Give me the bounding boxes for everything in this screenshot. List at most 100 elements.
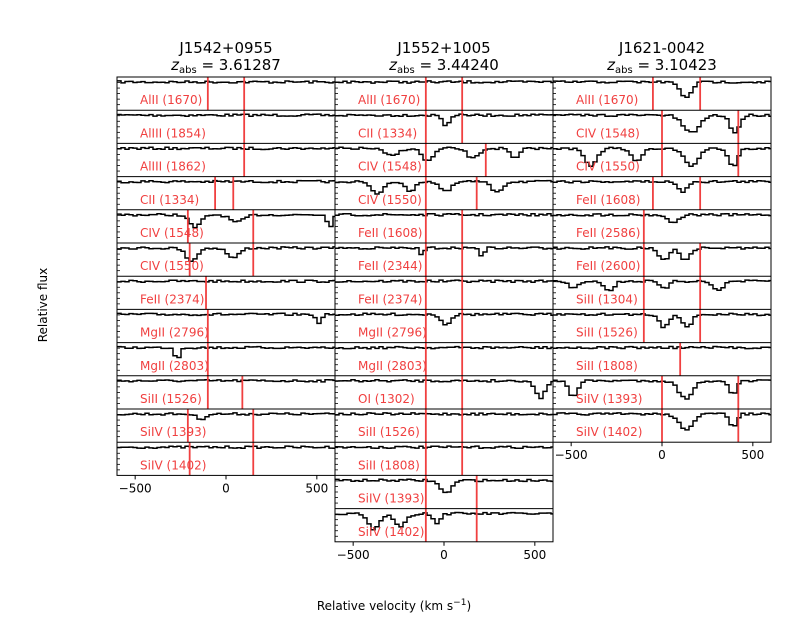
ion-panel: MgII (2803) <box>117 342 335 376</box>
spectrum-line <box>335 378 553 400</box>
spectrum-line <box>553 345 771 350</box>
x-tick-label: 0 <box>222 481 230 495</box>
ion-panel: CII (1334) <box>117 176 335 210</box>
ion-label: SiII (1304) <box>576 292 638 306</box>
spectrum-line <box>335 246 553 257</box>
ion-label: FeII (1608) <box>358 226 422 240</box>
ion-panel: AlIII (1862) <box>117 142 335 177</box>
x-tick-label: −500 <box>555 448 588 462</box>
ion-panel: AlII (1670) <box>335 77 553 111</box>
ion-label: CIV (1548) <box>140 226 204 240</box>
ion-label: MgII (2803) <box>140 359 209 373</box>
spectrum-line <box>117 345 335 359</box>
ion-label: AlII (1670) <box>576 93 638 107</box>
ion-label: FeII (1608) <box>576 193 640 207</box>
ion-label: FeII (2374) <box>140 292 204 306</box>
ion-label: CIV (1550) <box>140 259 204 273</box>
ion-label: AlII (1670) <box>358 93 420 107</box>
ion-label: SiIV (1393) <box>576 392 642 406</box>
ion-panel: CIV (1550) <box>117 242 335 277</box>
ion-label: CIV (1548) <box>358 160 422 174</box>
ion-label: CII (1334) <box>140 193 199 207</box>
spectrum-line <box>335 212 553 217</box>
spectrum-line <box>335 511 553 531</box>
spectrum-line <box>117 146 335 151</box>
x-tick-label: −500 <box>119 481 152 495</box>
ion-panel: AlIII (1854) <box>117 109 335 144</box>
ion-label: SiIV (1402) <box>576 425 642 439</box>
spectrum-line <box>117 412 335 421</box>
x-tick-label: 0 <box>658 448 666 462</box>
spectrum-line <box>553 113 771 134</box>
spectrum-line <box>553 80 771 98</box>
spectrum-line <box>335 312 553 326</box>
spectrum-line <box>335 478 553 494</box>
ion-panel: SiII (1526) <box>117 375 335 409</box>
ion-label: AlIII (1862) <box>140 160 206 174</box>
ion-label: SiIV (1402) <box>140 458 206 472</box>
column-subtitle: zabs = 3.10423 <box>606 56 717 76</box>
spectrum-line <box>117 379 335 383</box>
ion-label: CIV (1550) <box>358 193 422 207</box>
ion-panel: MgII (2796) <box>335 308 553 343</box>
ion-panel: FeII (1608) <box>553 176 771 210</box>
spectrum-line <box>553 146 771 168</box>
ion-panel: CII (1334) <box>335 109 553 144</box>
ion-label: SiIV (1393) <box>140 425 206 439</box>
ion-label: SiII (1808) <box>358 458 420 472</box>
column-subtitle: zabs = 3.44240 <box>388 56 499 76</box>
ion-label: SiII (1808) <box>576 359 638 373</box>
column-title: J1552+1005 <box>396 39 490 57</box>
spectrum-line <box>553 179 771 194</box>
ion-panel: SiII (1526) <box>335 408 553 443</box>
ion-label: AlII (1670) <box>140 93 202 107</box>
spectrum-line <box>117 113 335 118</box>
ion-label: MgII (2803) <box>358 359 427 373</box>
spectrum-line <box>117 179 335 184</box>
ion-panel: SiII (1808) <box>335 441 553 476</box>
ion-panel: FeII (2374) <box>117 275 335 310</box>
spectrum-line <box>117 279 335 283</box>
ion-panel: SiIV (1393) <box>117 408 335 443</box>
ion-label: SiIV (1402) <box>358 525 424 539</box>
column-title: J1542+0955 <box>178 39 272 57</box>
ion-label: MgII (2796) <box>140 326 209 340</box>
spectrum-line <box>117 213 335 229</box>
ion-label: MgII (2796) <box>358 326 427 340</box>
ion-label: OI (1302) <box>358 392 415 406</box>
ion-panel: CIV (1550) <box>553 142 771 177</box>
ion-label: CIV (1550) <box>576 160 640 174</box>
ion-label: FeII (2600) <box>576 259 640 273</box>
ion-panel: SiIV (1393) <box>553 375 771 409</box>
ion-label: CII (1334) <box>358 126 417 140</box>
x-tick-label: 500 <box>741 448 764 462</box>
ion-panel: FeII (1608) <box>335 209 553 243</box>
ion-panel: AlII (1670) <box>117 77 335 111</box>
ion-label: SiII (1526) <box>358 425 420 439</box>
ion-panel: FeII (2586) <box>553 209 771 243</box>
ion-panel: SiIV (1402) <box>117 441 335 476</box>
spectrum-line <box>553 379 771 400</box>
ion-label: FeII (2344) <box>358 259 422 273</box>
ion-label: SiII (1526) <box>140 392 202 406</box>
ion-panel: MgII (2803) <box>335 342 553 376</box>
spectrum-line <box>117 312 335 325</box>
column-subtitle: zabs = 3.61287 <box>170 56 281 76</box>
ion-label: FeII (2586) <box>576 226 640 240</box>
ion-panel: AlII (1670) <box>553 77 771 111</box>
ion-label: AlIII (1854) <box>140 126 206 140</box>
ion-panel: FeII (2374) <box>335 275 553 310</box>
ion-panel: CIV (1548) <box>117 209 335 243</box>
ion-panel: CIV (1548) <box>553 109 771 144</box>
spectrum-line <box>117 80 335 84</box>
ion-panel: CIV (1550) <box>335 176 553 210</box>
x-tick-label: 500 <box>305 481 328 495</box>
x-axis-label: Relative velocity (km s−1) <box>317 598 471 613</box>
spectrum-line <box>553 412 771 431</box>
spectrum-line <box>553 212 771 224</box>
ion-panel: SiII (1808) <box>553 342 771 376</box>
ion-panel: FeII (2600) <box>553 242 771 277</box>
spectrum-line <box>335 146 553 162</box>
